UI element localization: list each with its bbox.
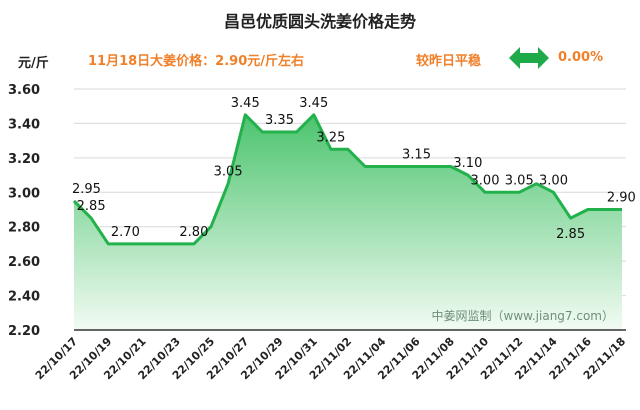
- price-area-fill: [74, 114, 622, 330]
- data-label: 3.45: [231, 96, 260, 111]
- y-tick-label: 3.40: [8, 117, 40, 132]
- y-tick-label: 3.00: [8, 186, 40, 201]
- y-axis-unit: 元/斤: [18, 56, 49, 71]
- data-label: 3.25: [316, 130, 345, 145]
- y-tick-label: 3.60: [8, 83, 40, 98]
- double-arrow-icon: [509, 46, 549, 70]
- data-label: 2.95: [72, 182, 101, 197]
- y-tick-label: 2.60: [8, 255, 40, 270]
- data-label: 2.80: [179, 225, 208, 240]
- watermark: 中姜网监制（www.jiang7.com）: [432, 308, 614, 323]
- data-label: 3.15: [402, 147, 431, 162]
- compare-text: 较昨日平稳: [416, 54, 482, 69]
- y-axis-ticks: 2.20 2.40 2.60 2.80 3.00 3.20 3.40 3.60: [8, 83, 40, 339]
- x-axis-ticks: 22/10/1722/10/1922/10/2122/10/2322/10/25…: [33, 335, 628, 383]
- data-label: 3.05: [214, 165, 243, 180]
- data-label: 3.05: [505, 173, 534, 188]
- y-tick-label: 2.40: [8, 290, 40, 305]
- change-percent: 0.00%: [558, 50, 604, 65]
- data-label: 3.45: [299, 96, 328, 111]
- data-label: 2.85: [77, 199, 106, 214]
- chart-title: 昌邑优质圆头洗姜价格走势: [223, 12, 416, 31]
- y-tick-label: 2.80: [8, 221, 40, 236]
- data-label: 2.85: [556, 227, 585, 242]
- price-line: [72, 113, 622, 246]
- data-label: 3.10: [453, 156, 482, 171]
- data-label: 2.70: [111, 225, 140, 240]
- data-label: 3.00: [539, 173, 568, 188]
- data-labels: 2.95 2.85 2.70 2.80 3.05 3.45 3.35 3.45 3.25 3.15…: [72, 96, 636, 242]
- data-label: 3.00: [471, 173, 500, 188]
- y-tick-label: 2.20: [8, 324, 40, 339]
- data-label: 3.35: [265, 113, 294, 128]
- price-summary: 11月18日大姜价格：2.90元/斤左右: [88, 54, 305, 69]
- data-label: 2.90: [607, 191, 636, 206]
- y-tick-label: 3.20: [8, 152, 40, 167]
